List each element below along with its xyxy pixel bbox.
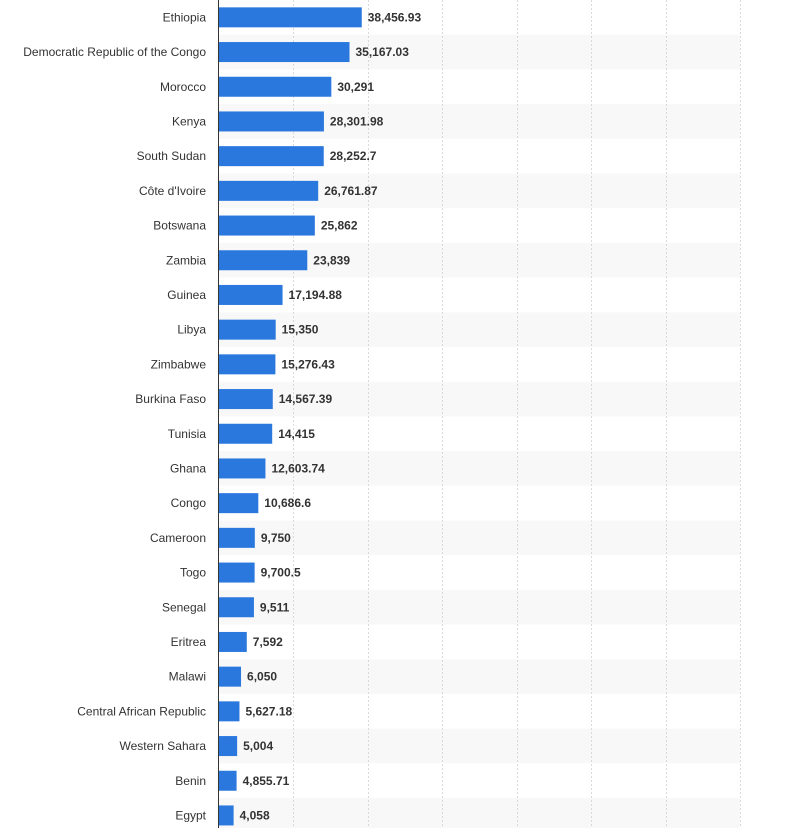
bar — [218, 701, 240, 722]
category-labels: Ethiopia Democratic Republic of the Congo… — [23, 10, 206, 822]
bar — [218, 42, 350, 63]
category-label: Central African Republic — [77, 704, 206, 718]
value-label: 14,567.39 — [279, 392, 333, 406]
row-stripe — [218, 659, 740, 694]
category-label: Morocco — [160, 80, 206, 94]
category-label: Kenya — [172, 114, 206, 128]
category-label: Egypt — [175, 808, 206, 822]
value-label: 5,004 — [243, 739, 273, 753]
category-label: Ghana — [170, 461, 206, 475]
value-label: 23,839 — [313, 253, 350, 267]
row-stripe — [218, 589, 740, 625]
bar — [218, 562, 255, 583]
row-stripe — [218, 520, 740, 556]
value-label: 38,456.93 — [368, 10, 422, 24]
category-label: Libya — [177, 323, 206, 337]
value-label: 5,627.18 — [245, 704, 292, 718]
value-label: 26,761.87 — [324, 184, 378, 198]
bar — [218, 423, 273, 444]
category-label: Ethiopia — [163, 10, 207, 24]
category-label: Guinea — [167, 288, 206, 302]
bar — [218, 76, 332, 97]
category-label: Togo — [180, 566, 206, 580]
row-stripes — [218, 34, 740, 828]
category-label: Zimbabwe — [151, 357, 207, 371]
value-label: 25,862 — [321, 219, 358, 233]
bar — [218, 7, 362, 28]
value-label: 30,291 — [337, 80, 374, 94]
row-stripe — [218, 312, 740, 347]
bar — [218, 527, 255, 548]
value-label: 35,167.03 — [355, 45, 409, 59]
value-label: 9,511 — [260, 600, 290, 614]
category-label: Democratic Republic of the Congo — [23, 45, 206, 59]
value-label: 28,252.7 — [330, 149, 377, 163]
bar — [218, 736, 238, 757]
bar — [218, 805, 234, 826]
bar — [218, 666, 242, 687]
value-label: 4,058 — [240, 808, 270, 822]
category-label: Tunisia — [168, 427, 207, 441]
value-label: 12,603.74 — [271, 461, 325, 475]
value-label: 17,194.88 — [289, 288, 343, 302]
row-stripe — [218, 798, 740, 828]
category-label: South Sudan — [137, 149, 206, 163]
category-label: Western Sahara — [120, 739, 207, 753]
bar — [218, 389, 273, 410]
category-label: Cameroon — [150, 531, 206, 545]
bar — [218, 180, 319, 201]
value-label: 15,350 — [282, 323, 319, 337]
bar — [218, 597, 254, 618]
bars — [218, 7, 362, 826]
gridlines — [293, 0, 741, 828]
bar — [218, 354, 276, 375]
value-label: 15,276.43 — [281, 357, 335, 371]
category-label: Benin — [175, 774, 206, 788]
bar — [218, 458, 266, 479]
row-stripe — [218, 728, 740, 764]
bar — [218, 631, 247, 652]
value-label: 28,301.98 — [330, 114, 384, 128]
category-label: Congo — [171, 496, 207, 510]
category-label: Senegal — [162, 600, 206, 614]
value-labels: 38,456.93 35,167.03 30,291 28,301.98 28,252.… — [240, 10, 422, 822]
bar — [218, 284, 283, 305]
category-label: Zambia — [166, 253, 206, 267]
bar — [218, 215, 315, 236]
category-label: Malawi — [169, 670, 206, 684]
category-label: Côte d'Ivoire — [139, 184, 206, 198]
bar — [218, 146, 324, 167]
value-label: 14,415 — [278, 427, 315, 441]
value-label: 10,686.6 — [264, 496, 311, 510]
value-label: 6,050 — [247, 670, 277, 684]
bar — [218, 319, 276, 340]
value-label: 9,700.5 — [261, 566, 301, 580]
row-stripe — [218, 381, 740, 417]
category-label: Eritrea — [171, 635, 207, 649]
value-label: 4,855.71 — [243, 774, 290, 788]
value-label: 9,750 — [261, 531, 291, 545]
bar — [218, 250, 308, 271]
bar — [218, 770, 237, 791]
category-label: Burkina Faso — [135, 392, 206, 406]
bar — [218, 111, 324, 132]
value-label: 7,592 — [253, 635, 283, 649]
bar — [218, 493, 259, 514]
row-stripe — [218, 451, 740, 486]
category-label: Botswana — [153, 219, 206, 233]
